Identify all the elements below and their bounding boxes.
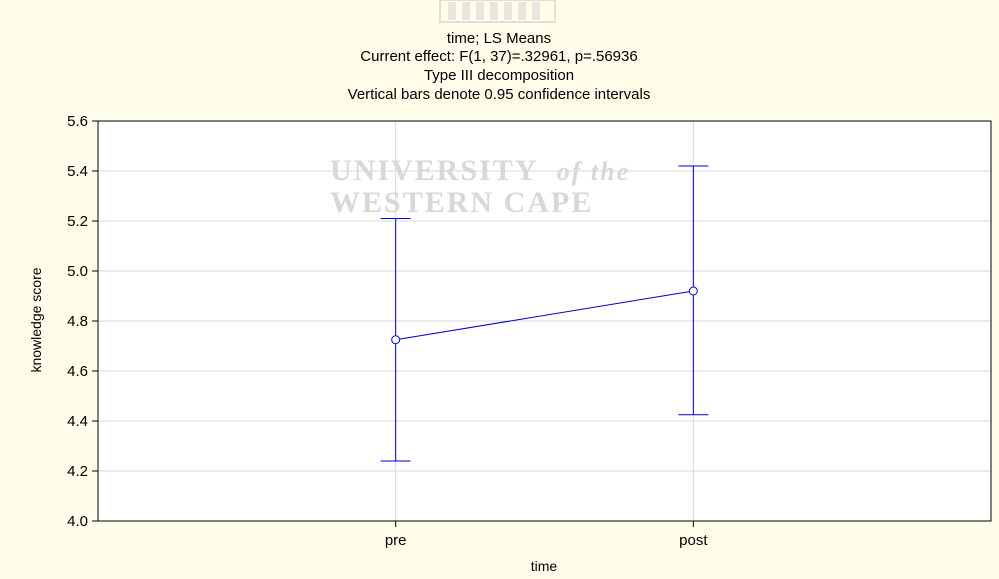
university-watermark: UNIVERSITY of the WESTERN CAPE	[330, 154, 630, 219]
y-tick-label: 5.6	[67, 113, 88, 130]
svg-text:UNIVERSITY of the: UNIVERSITY of the	[330, 154, 630, 187]
data-point-post	[688, 286, 698, 296]
x-axis-label: time	[531, 558, 558, 574]
y-tick-label: 4.0	[67, 513, 88, 530]
marks-layer	[380, 165, 709, 462]
data-point-pre	[391, 335, 401, 345]
watermark-line-1-suffix: of the	[557, 157, 630, 186]
y-tick-label: 4.6	[67, 363, 88, 380]
x-tick-label-pre: pre	[385, 532, 407, 549]
x-tick-label-post: post	[679, 532, 708, 549]
y-axis-label: knowledge score	[28, 267, 44, 372]
y-tick-label: 4.2	[67, 463, 88, 480]
watermark-line-1: UNIVERSITY	[330, 154, 537, 187]
chart-title-line-1: time; LS Means	[447, 30, 551, 47]
watermark-line-2: WESTERN CAPE	[330, 186, 593, 219]
y-tick-label: 5.4	[67, 163, 88, 180]
plot-frame	[97, 120, 992, 522]
university-crest-watermark	[439, 0, 556, 23]
chart-title-line-4: Vertical bars denote 0.95 confidence int…	[348, 86, 651, 103]
y-tick-label: 5.2	[67, 213, 88, 230]
tick-layer: 4.0 4.2 4.4 4.6 4.8 5.0 5.2 5.4 5.6 pre post	[67, 113, 708, 549]
y-tick-label: 4.4	[67, 413, 88, 430]
y-tick-label: 4.8	[67, 313, 88, 330]
y-tick-label: 5.0	[67, 263, 88, 280]
series-line	[395, 290, 694, 341]
chart-title-line-2: Current effect: F(1, 37)=.32961, p=.5693…	[360, 48, 637, 65]
chart-title-line-3: Type III decomposition	[424, 67, 574, 84]
